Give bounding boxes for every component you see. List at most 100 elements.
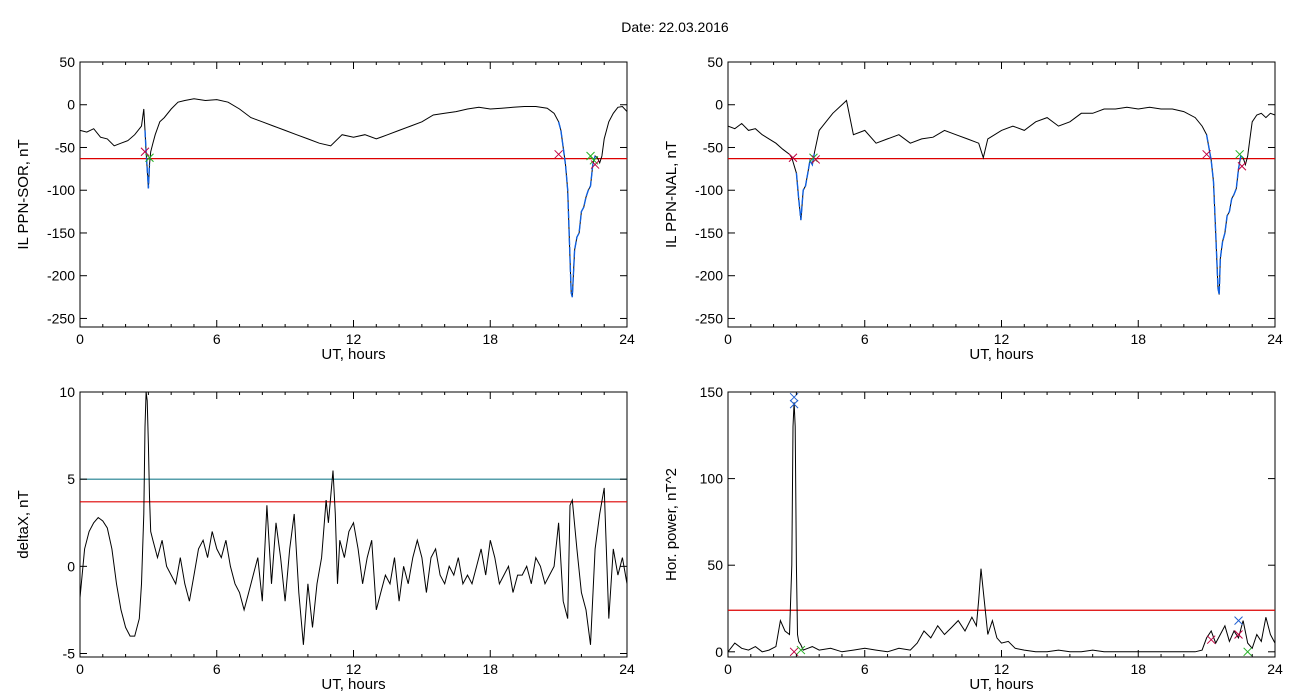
event-marker-stroke [1235,149,1245,159]
x-tick-label: 6 [861,661,869,677]
event-marker [1234,630,1243,639]
event-marker [1235,149,1245,159]
y-tick-label: -200 [695,268,723,284]
event-marker [1237,161,1247,171]
event-marker [1206,635,1216,645]
event-marker-stroke [1234,630,1243,639]
event-marker [789,392,799,402]
x-tick-label: 18 [1130,331,1146,347]
y-tick-label: -250 [695,310,723,326]
event-marker-stroke [789,399,799,409]
x-tick-label: 0 [724,661,732,677]
y-tick-label: -150 [695,225,723,241]
panel-ppn-sor: 0 6 12 18 24 50 0 -50 -100 -150 -200 -250 UT, hours I… [15,54,635,363]
event-marker [586,151,595,161]
y-tick-label: 50 [707,54,723,70]
y-tick-label: 0 [715,644,723,660]
y-tick-label: 10 [59,384,75,400]
x-tick-label: 0 [76,661,84,677]
x-tick-label: 12 [346,331,362,347]
event-segment [795,151,816,221]
event-marker-stroke [554,149,563,159]
event-marker-stroke [788,153,798,163]
plot-frame [727,391,1276,658]
plot-frame [727,61,1276,328]
y-axis-label: IL PPN-SOR, nT [15,139,32,249]
y-tick-label: 0 [67,558,75,574]
event-marker-stroke [811,155,821,164]
y-axis-label: IL PPN-NAL, nT [663,141,680,248]
event-marker [789,399,799,409]
y-tick-label: -5 [63,646,76,662]
x-tick-label: 18 [482,661,498,677]
figure-title: Date: 22.03.2016 [621,19,729,35]
y-tick-label: -200 [47,268,75,284]
plot-data-area [80,392,627,645]
y-axis-label: Hor. power, nT^2 [663,468,680,581]
y-tick-label: -50 [703,139,723,155]
x-axis-label: UT, hours [321,346,385,363]
event-marker-stroke [586,151,595,161]
event-marker [1202,149,1211,159]
event-marker-stroke [796,645,806,655]
x-tick-label: 18 [1130,661,1146,677]
x-tick-label: 24 [619,331,635,347]
y-tick-label: -100 [695,182,723,198]
x-tick-label: 12 [994,331,1010,347]
x-tick-label: 12 [994,661,1010,677]
event-marker-stroke [145,153,154,163]
event-marker [140,147,150,157]
event-marker [789,647,799,657]
event-marker-stroke [1206,635,1216,645]
y-axis-label: deltaX, nT [15,490,32,558]
x-tick-label: 6 [861,331,869,347]
x-axis-label: UT, hours [969,676,1033,693]
plot-data-area [728,99,1275,295]
x-tick-label: 0 [724,331,732,347]
event-marker [554,149,563,159]
y-tick-label: -150 [47,225,75,241]
series-line [728,402,1275,653]
event-marker-stroke [140,147,150,157]
event-marker-stroke [1202,149,1211,159]
plot-frame [79,61,628,328]
x-tick-label: 6 [213,331,221,347]
panel-hor-power: 0 6 12 18 24 150 100 50 0 UT, hours Hor. power, nT… [663,384,1283,693]
x-tick-label: 24 [1267,331,1283,347]
x-tick-label: 6 [213,661,221,677]
event-marker [811,155,821,164]
y-tick-label: 50 [59,54,75,70]
event-marker [1234,616,1243,625]
y-tick-label: -250 [47,310,75,326]
event-segment [1205,134,1244,295]
event-marker-stroke [789,647,799,657]
series-line [728,99,1275,295]
y-tick-label: 50 [707,557,723,573]
event-marker-stroke [590,160,600,169]
event-marker [788,153,798,163]
y-tick-label: 100 [700,471,724,487]
event-marker [590,160,600,169]
x-axis-label: UT, hours [969,346,1033,363]
x-axis-label: UT, hours [321,676,385,693]
event-marker-stroke [1237,161,1247,171]
event-segment [144,130,151,189]
y-tick-label: 150 [700,384,724,400]
event-marker-stroke [1234,616,1243,625]
event-marker [796,645,806,655]
y-tick-label: 5 [67,471,75,487]
x-tick-label: 18 [482,331,498,347]
x-tick-label: 0 [76,331,84,347]
event-marker-stroke [589,155,599,165]
event-marker-stroke [1243,647,1253,657]
y-tick-label: -50 [55,139,75,155]
y-tick-label: 0 [715,97,723,113]
series-line [80,98,627,298]
event-segment [557,121,596,298]
x-tick-label: 24 [1267,661,1283,677]
plot-data-area [728,392,1275,657]
y-tick-label: 0 [67,97,75,113]
